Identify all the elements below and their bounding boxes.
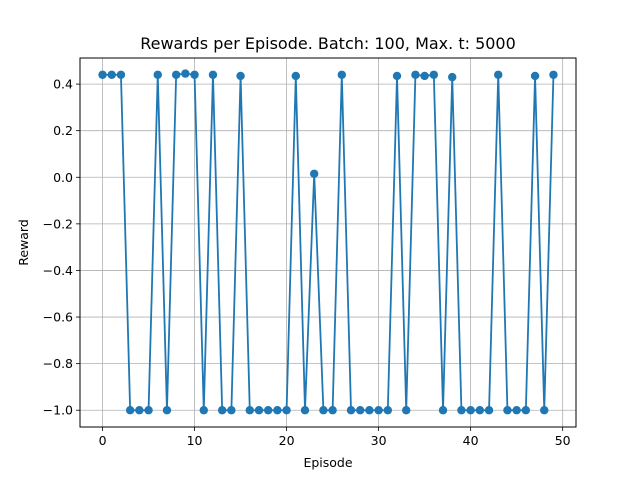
- data-point: [392, 71, 402, 81]
- data-point: [199, 406, 208, 415]
- axis-ticks: 0 10 20 30 40 50 −1.0 −0.8 −0.6 −0.4 −0.2 0.0 0.2 0.4: [43, 77, 571, 448]
- chart-title: Rewards per Episode. Batch: 100, Max. t:…: [140, 34, 516, 53]
- data-point: [494, 70, 503, 79]
- data-point: [503, 406, 512, 415]
- data-point: [448, 72, 457, 82]
- x-tick-label: 0: [99, 433, 107, 448]
- y-tick-label: −0.8: [43, 356, 73, 371]
- data-point: [162, 406, 172, 415]
- y-tick-label: −1.0: [43, 403, 73, 418]
- data-point: [300, 406, 310, 415]
- data-point: [282, 406, 291, 415]
- data-point: [438, 406, 448, 415]
- data-point: [383, 406, 393, 415]
- data-point: [475, 406, 485, 415]
- data-point: [356, 406, 365, 415]
- x-tick-label: 50: [555, 433, 571, 448]
- data-point: [135, 406, 144, 415]
- data-point: [181, 69, 190, 78]
- data-point: [374, 406, 383, 415]
- data-point: [429, 70, 439, 79]
- data-point: [208, 70, 218, 79]
- data-point: [402, 406, 411, 415]
- data-point: [319, 406, 328, 415]
- data-point: [171, 70, 181, 79]
- data-point: [420, 71, 429, 81]
- x-tick-label: 30: [371, 433, 387, 448]
- series-layer: [98, 69, 558, 415]
- data-point: [549, 70, 558, 79]
- data-point: [245, 406, 254, 415]
- data-point: [512, 406, 521, 415]
- data-point: [466, 406, 475, 415]
- data-point: [530, 71, 540, 81]
- data-point: [236, 71, 245, 81]
- data-point: [484, 406, 494, 415]
- data-point: [540, 406, 549, 415]
- x-tick-label: 40: [463, 433, 479, 448]
- plot-frame: [79, 57, 577, 428]
- data-point: [107, 70, 116, 79]
- data-point: [337, 70, 347, 79]
- y-tick-label: −0.6: [43, 310, 73, 325]
- data-point: [411, 70, 420, 79]
- data-point: [328, 406, 337, 415]
- data-point: [457, 406, 466, 415]
- y-tick-label: −0.2: [43, 216, 73, 231]
- y-tick-label: −0.4: [43, 263, 73, 278]
- data-point: [521, 406, 531, 415]
- y-tick-label: 0.0: [53, 170, 73, 185]
- data-point: [153, 70, 162, 79]
- y-axis-label: Reward: [16, 219, 31, 266]
- x-tick-label: 20: [279, 433, 295, 448]
- y-tick-label: 0.2: [53, 123, 73, 138]
- x-tick-label: 10: [187, 433, 203, 448]
- x-axis-label: Episode: [303, 455, 352, 470]
- data-point: [291, 71, 300, 81]
- data-point: [254, 406, 264, 415]
- data-point: [116, 70, 126, 79]
- data-point: [263, 406, 273, 415]
- data-point: [346, 406, 356, 415]
- data-point: [217, 406, 227, 415]
- data-point: [309, 169, 319, 178]
- data-point: [98, 70, 107, 79]
- data-point: [227, 406, 236, 415]
- y-tick-label: 0.4: [53, 77, 73, 92]
- data-point: [144, 406, 153, 415]
- data-point: [365, 406, 374, 415]
- data-point: [125, 406, 135, 415]
- data-point: [190, 70, 199, 79]
- data-point: [273, 406, 282, 415]
